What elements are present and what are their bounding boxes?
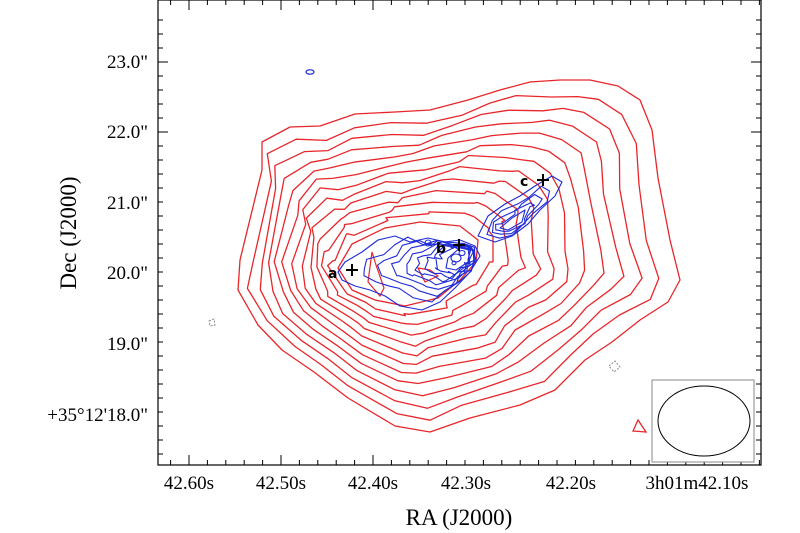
red-contour xyxy=(316,189,527,336)
red-contour-inner-feature xyxy=(367,251,385,298)
red-contour xyxy=(246,94,660,421)
y-tick-label: 23.0" xyxy=(107,52,148,73)
y-tick-label: +35°12'18.0" xyxy=(47,405,148,426)
marker-label-a: a xyxy=(328,266,337,282)
red-contour xyxy=(267,119,625,397)
axis-ticks xyxy=(158,0,761,465)
x-tick-label: 42.60s xyxy=(164,473,214,494)
blue-contour-set xyxy=(337,175,563,311)
red-contour xyxy=(310,178,542,347)
blue-contour-blob-2 xyxy=(424,239,432,247)
y-tick-label: 21.0" xyxy=(107,193,148,214)
x-tick-labels: 42.60s 42.50s 42.40s 42.30s 42.20s 3h01m… xyxy=(164,473,749,494)
marker-label-b: b xyxy=(436,241,446,257)
blue-contour xyxy=(495,202,536,232)
red-contour xyxy=(273,132,605,385)
red-contour xyxy=(237,79,681,433)
x-tick-label: 42.50s xyxy=(256,473,306,494)
blue-contour xyxy=(390,241,477,290)
plot-frame xyxy=(157,0,762,466)
red-contour xyxy=(291,154,569,366)
blue-contour xyxy=(406,243,475,286)
red-contour xyxy=(337,221,479,307)
negative-contour xyxy=(208,318,216,327)
blue-contour xyxy=(477,175,563,243)
x-axis-title: RA (J2000) xyxy=(406,505,513,530)
negative-contour-2 xyxy=(608,360,621,373)
blue-contour xyxy=(486,185,551,239)
blue-contour-blob xyxy=(305,69,315,75)
y-tick-label: 22.0" xyxy=(107,122,148,143)
red-contour xyxy=(326,211,494,317)
x-tick-label: 42.30s xyxy=(441,473,491,494)
beam-inset-box xyxy=(651,379,755,463)
y-tick-label: 19.0" xyxy=(107,334,148,355)
beam-ellipse xyxy=(657,385,751,457)
blue-contour xyxy=(499,209,526,231)
red-contour xyxy=(301,165,555,357)
x-tick-label: 3h01m42.10s xyxy=(646,473,749,494)
y-tick-label: 20.0" xyxy=(107,263,148,284)
x-tick-label: 42.20s xyxy=(546,473,596,494)
x-tick-label: 42.40s xyxy=(348,473,398,494)
blue-contour-knot xyxy=(451,260,457,266)
y-axis-title: Dec (J2000) xyxy=(56,176,81,289)
blue-contour xyxy=(337,235,481,311)
marker-b: b xyxy=(436,239,465,257)
blue-contour xyxy=(434,244,472,276)
blue-contour xyxy=(491,193,543,235)
blue-contour-knot xyxy=(458,249,466,257)
red-contour-feature xyxy=(632,418,648,433)
marker-c: c xyxy=(520,174,549,190)
red-contour xyxy=(281,143,586,374)
red-contour xyxy=(259,107,643,409)
y-tick-labels: 23.0" 22.0" 21.0" 20.0" 19.0" +35°12'18.… xyxy=(47,52,148,426)
red-contour xyxy=(320,201,509,326)
marker-a: a xyxy=(328,264,358,282)
red-contour-set xyxy=(237,79,681,433)
marker-label-c: c xyxy=(520,174,528,190)
